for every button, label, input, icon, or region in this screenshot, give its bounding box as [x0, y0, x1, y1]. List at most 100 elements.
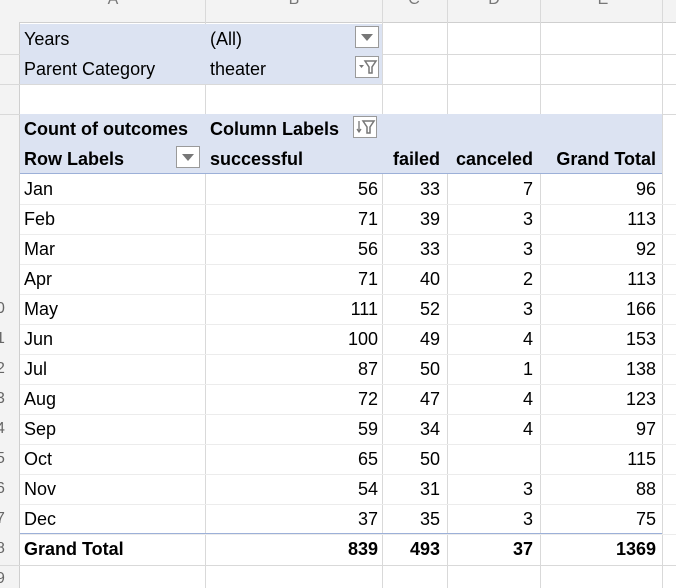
value-cell-failed[interactable]: 33	[419, 239, 440, 259]
value-cell-canceled[interactable]: 4	[522, 419, 533, 439]
row-label[interactable]: Jan	[24, 179, 54, 199]
row-header-strip: 0 1 2 3 4 5 6 7 8 9	[0, 22, 20, 588]
header-failed: failed	[392, 149, 440, 169]
dropdown-arrow-icon[interactable]	[355, 26, 379, 48]
row-label[interactable]: Apr	[24, 269, 53, 289]
row-number[interactable]: 4	[0, 420, 5, 437]
value-cell-successful[interactable]: 56	[357, 179, 378, 199]
value-cell-successful[interactable]: 59	[357, 419, 378, 439]
pivot-column-labels: Column Labels	[210, 119, 340, 139]
row-label[interactable]: Jun	[24, 329, 54, 349]
row-label[interactable]: Mar	[24, 239, 55, 259]
value-cell-total[interactable]: 123	[625, 389, 656, 409]
value-cell-total[interactable]: 166	[625, 299, 656, 319]
value-cell-successful[interactable]: 37	[357, 509, 378, 529]
value-cell-total[interactable]: 96	[635, 179, 656, 199]
filter-value-years[interactable]: (All)	[210, 29, 242, 49]
pivot-header-area	[20, 114, 662, 174]
row-number[interactable]: 7	[0, 510, 5, 527]
value-cell-successful[interactable]: 71	[357, 209, 378, 229]
value-cell-failed[interactable]: 52	[419, 299, 440, 319]
value-cell-canceled[interactable]: 4	[522, 329, 533, 349]
value-cell-total[interactable]: 153	[625, 329, 656, 349]
grand-total-failed: 493	[409, 539, 440, 559]
value-cell-failed[interactable]: 39	[419, 209, 440, 229]
value-cell-canceled[interactable]: 3	[522, 239, 533, 259]
value-cell-successful[interactable]: 56	[357, 239, 378, 259]
grand-total-canceled: 37	[512, 539, 533, 559]
filter-funnel-icon[interactable]	[355, 56, 379, 78]
row-label[interactable]: Nov	[24, 479, 57, 499]
value-cell-total[interactable]: 115	[627, 449, 656, 469]
filter-value-parent-category[interactable]: theater	[210, 59, 267, 79]
grand-total-total: 1369	[615, 539, 656, 559]
row-number[interactable]: 9	[0, 570, 5, 587]
value-cell-failed[interactable]: 47	[419, 389, 440, 409]
column-header-e[interactable]: E	[593, 0, 613, 9]
value-cell-total[interactable]: 75	[635, 509, 656, 529]
row-label[interactable]: Jul	[24, 359, 48, 379]
column-header-d[interactable]: D	[484, 0, 504, 9]
row-number[interactable]: 3	[0, 390, 5, 407]
value-cell-successful[interactable]: 100	[347, 329, 378, 349]
row-label[interactable]: May	[24, 299, 59, 319]
column-header-strip: A B C D E	[0, 0, 676, 23]
header-successful: successful	[210, 149, 304, 169]
value-cell-total[interactable]: 113	[627, 209, 656, 229]
column-header-c[interactable]: C	[404, 0, 424, 9]
grand-total-successful: 839	[347, 539, 378, 559]
value-cell-failed[interactable]: 35	[419, 509, 440, 529]
value-cell-canceled[interactable]: 3	[522, 299, 533, 319]
report-filter-area	[20, 24, 382, 84]
value-cell-successful[interactable]: 87	[357, 359, 378, 379]
value-cell-successful[interactable]: 65	[357, 449, 378, 469]
row-label[interactable]: Sep	[24, 419, 57, 439]
value-cell-total[interactable]: 113	[627, 269, 656, 289]
value-cell-canceled[interactable]	[447, 444, 533, 474]
value-cell-canceled[interactable]: 4	[522, 389, 533, 409]
value-cell-canceled[interactable]: 3	[522, 479, 533, 499]
row-number[interactable]: 0	[0, 300, 5, 317]
value-cell-successful[interactable]: 54	[357, 479, 378, 499]
row-label[interactable]: Feb	[24, 209, 56, 229]
value-cell-failed[interactable]: 31	[419, 479, 440, 499]
column-header-a[interactable]: A	[103, 0, 123, 9]
row-labels-dropdown-icon[interactable]	[176, 146, 200, 168]
value-cell-total[interactable]: 138	[625, 359, 656, 379]
value-cell-successful[interactable]: 72	[357, 389, 378, 409]
value-cell-failed[interactable]: 34	[419, 419, 440, 439]
row-number[interactable]: 8	[0, 540, 5, 557]
pivot-row-labels: Row Labels	[24, 149, 125, 169]
header-grand-total: Grand Total	[556, 149, 656, 169]
row-number[interactable]: 5	[0, 450, 5, 467]
row-number[interactable]: 2	[0, 360, 5, 377]
header-canceled: canceled	[455, 149, 533, 169]
value-cell-successful[interactable]: 71	[357, 269, 378, 289]
value-cell-failed[interactable]: 50	[419, 449, 440, 469]
value-cell-failed[interactable]: 50	[419, 359, 440, 379]
grand-total-label: Grand Total	[24, 539, 124, 559]
value-cell-canceled[interactable]: 3	[522, 509, 533, 529]
value-cell-total[interactable]: 88	[635, 479, 656, 499]
value-cell-canceled[interactable]: 2	[522, 269, 533, 289]
value-cell-total[interactable]: 97	[635, 419, 656, 439]
pivot-value-field: Count of outcomes	[24, 119, 188, 139]
value-cell-canceled[interactable]: 3	[522, 209, 533, 229]
value-cell-total[interactable]: 92	[635, 239, 656, 259]
value-cell-successful[interactable]: 111	[350, 299, 378, 319]
column-header-b[interactable]: B	[284, 0, 304, 9]
value-cell-failed[interactable]: 33	[419, 179, 440, 199]
row-number[interactable]: 6	[0, 480, 5, 497]
row-number[interactable]: 1	[0, 330, 5, 347]
value-cell-failed[interactable]: 49	[419, 329, 440, 349]
sort-filter-icon[interactable]	[353, 116, 377, 138]
row-label[interactable]: Aug	[24, 389, 57, 409]
filter-label-parent-category: Parent Category	[24, 59, 156, 79]
row-label[interactable]: Dec	[24, 509, 57, 529]
filter-label-years: Years	[24, 29, 70, 49]
value-cell-failed[interactable]: 40	[419, 269, 440, 289]
value-cell-canceled[interactable]: 1	[522, 359, 533, 379]
value-cell-canceled[interactable]: 7	[522, 179, 533, 199]
row-label[interactable]: Oct	[24, 449, 53, 469]
